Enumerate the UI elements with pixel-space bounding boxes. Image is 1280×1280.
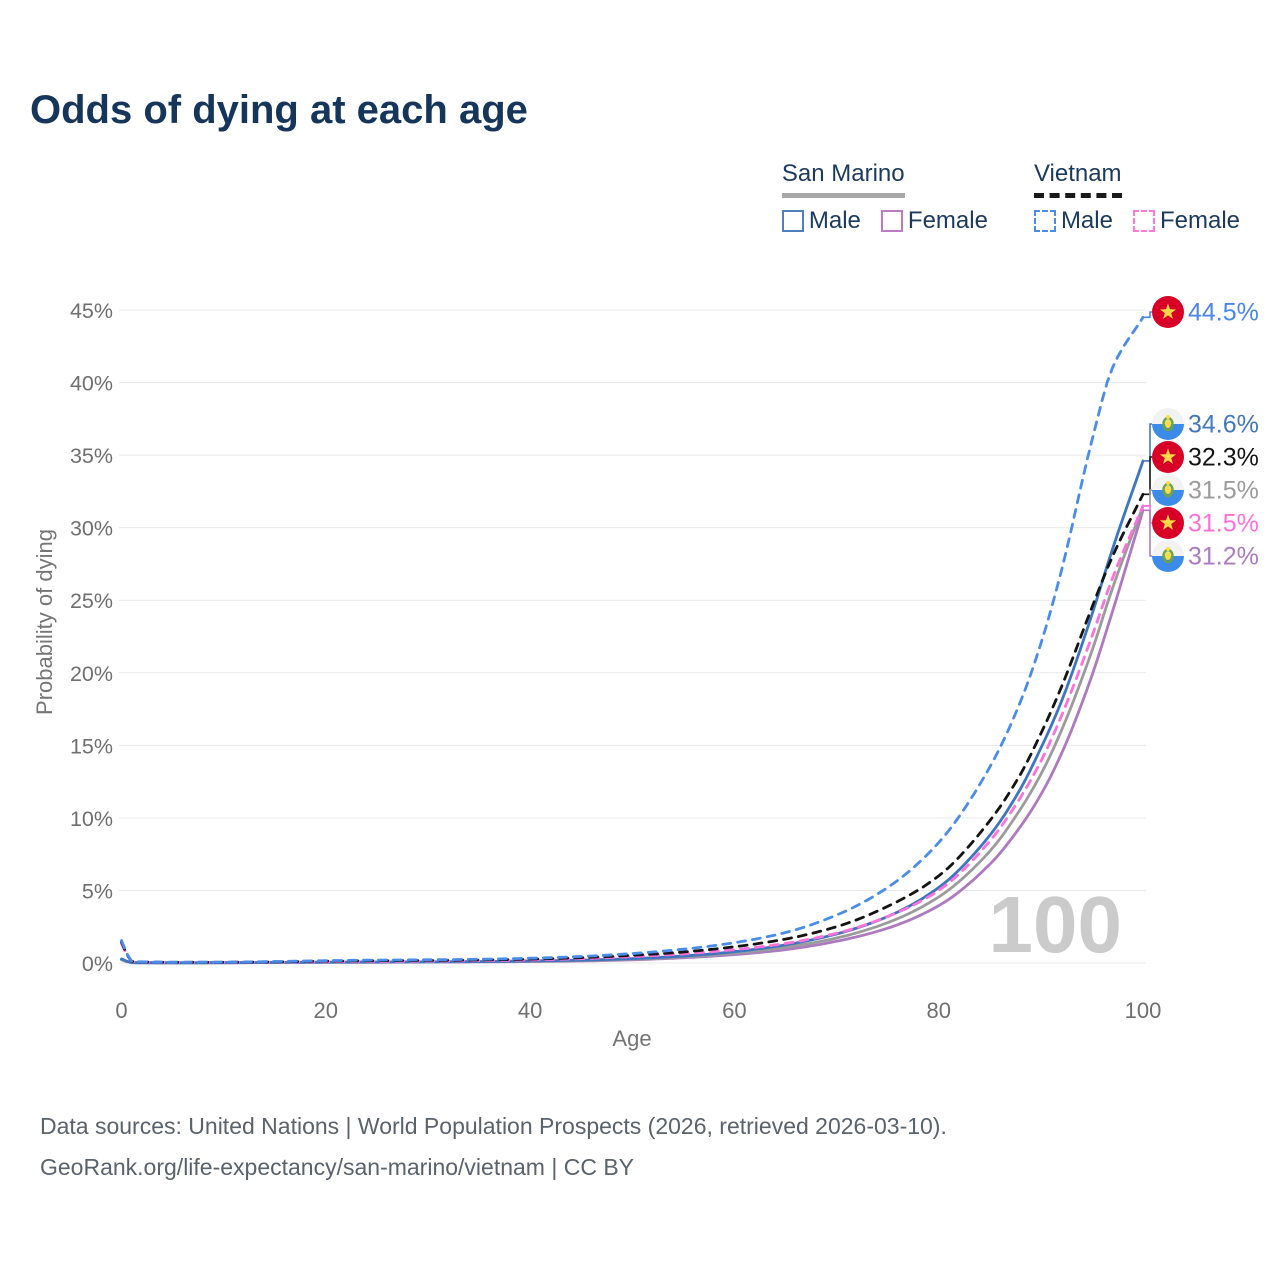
x-tick-label: 0 <box>115 998 127 1023</box>
legend-item-vietnam-male[interactable]: Male <box>1033 207 1113 235</box>
legend: San Marino Male Female Vietnam Male Female <box>781 160 1240 235</box>
y-tick-label: 5% <box>82 879 113 903</box>
y-tick-label: 30% <box>70 517 113 541</box>
page-title: Odds of dying at each age <box>30 88 528 132</box>
legend-swatch-icon <box>781 210 804 232</box>
line-chart: 0% 5% 10% 15% 20% 25% 30% 35% 40% 45% 0 20 40 60 80 100… <box>70 296 1259 1023</box>
legend-swatch-icon <box>880 210 903 232</box>
y-tick-label: 35% <box>70 444 113 468</box>
legend-item-label: Male <box>1060 207 1113 234</box>
y-tick-label: 25% <box>70 589 113 613</box>
legend-group-title: Vietnam <box>1033 160 1122 198</box>
end-value-label: 31.2% <box>1188 543 1259 571</box>
legend-group-vietnam: Vietnam Male Female <box>1033 160 1240 235</box>
legend-item-san-marino-male[interactable]: Male <box>781 207 861 235</box>
y-tick-label: 0% <box>82 952 113 976</box>
vietnam-flag-icon <box>1152 441 1184 473</box>
legend-item-vietnam-female[interactable]: Female <box>1132 207 1240 235</box>
end-value-label: 31.5% <box>1188 510 1259 538</box>
x-tick-label: 20 <box>314 998 338 1023</box>
y-tick-label: 20% <box>70 662 113 686</box>
x-tick-label: 80 <box>926 998 950 1023</box>
san-marino-flag-icon <box>1152 408 1184 440</box>
legend-item-label: Female <box>907 207 988 234</box>
x-tick-label: 40 <box>518 998 542 1023</box>
end-value-label: 31.5% <box>1188 477 1259 505</box>
attribution-line: GeoRank.org/life-expectancy/san-marino/v… <box>40 1154 635 1180</box>
series-line-vietnam-male <box>120 315 1145 964</box>
legend-swatch-icon <box>1132 210 1155 232</box>
end-value-label: 44.5% <box>1188 299 1259 327</box>
legend-group-title: San Marino <box>781 160 905 198</box>
legend-item-san-marino-female[interactable]: Female <box>880 207 988 235</box>
y-axis-title: Probability of dying <box>32 529 57 715</box>
x-tick-label: 60 <box>722 998 746 1023</box>
y-tick-label: 40% <box>70 372 113 396</box>
end-value-label: 34.6% <box>1188 411 1259 439</box>
data-sources-line: Data sources: United Nations | World Pop… <box>40 1113 947 1139</box>
age-watermark: 100 <box>989 880 1122 969</box>
y-tick-label: 45% <box>70 299 113 323</box>
legend-group-san-marino: San Marino Male Female <box>781 160 988 235</box>
legend-item-label: Male <box>808 207 861 234</box>
x-tick-label: 100 <box>1125 998 1162 1023</box>
y-tick-label: 10% <box>70 807 113 831</box>
y-tick-label: 15% <box>70 734 113 758</box>
vietnam-flag-icon <box>1152 507 1184 539</box>
san-marino-flag-icon <box>1152 540 1184 572</box>
san-marino-flag-icon <box>1152 474 1184 506</box>
vietnam-flag-icon <box>1152 296 1184 328</box>
legend-swatch-icon <box>1033 210 1056 232</box>
x-axis-title: Age <box>612 1026 652 1051</box>
legend-item-label: Female <box>1159 207 1240 234</box>
end-value-label: 32.3% <box>1188 444 1259 472</box>
footer: Data sources: United Nations | World Pop… <box>40 1106 947 1188</box>
